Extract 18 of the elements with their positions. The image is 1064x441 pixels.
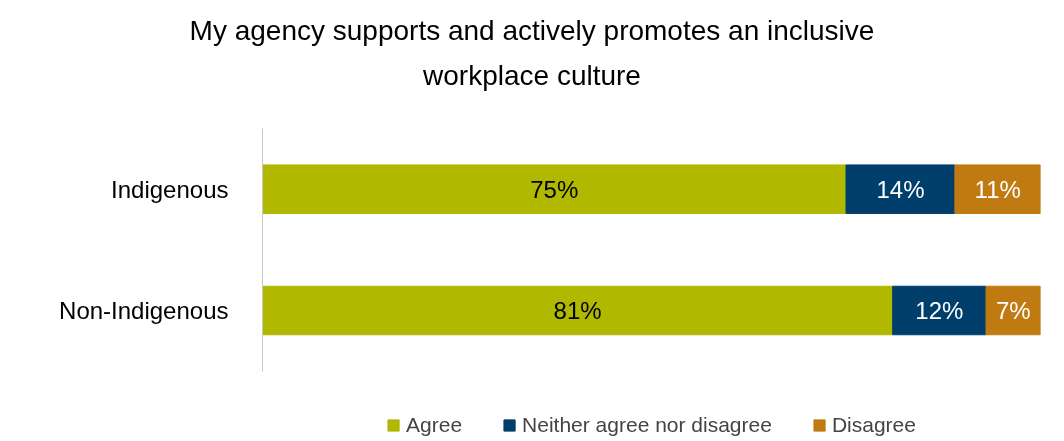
bar bbox=[262, 285, 894, 336]
data-label: 12% bbox=[915, 297, 964, 324]
legend-label: Neither agree nor disagree bbox=[522, 413, 772, 437]
data-label: 14% bbox=[876, 175, 925, 203]
y-tick-label: Non-Indigenous bbox=[59, 297, 229, 324]
legend-label: Disagree bbox=[831, 413, 916, 437]
bar bbox=[845, 164, 956, 214]
bar bbox=[985, 285, 1041, 336]
chart-title: My agency supports and actively promotes an inclusive workplace culture bbox=[189, 14, 875, 93]
legend-label: Agree bbox=[406, 413, 463, 437]
data-label: 7% bbox=[995, 297, 1031, 324]
data-label: 75% bbox=[530, 175, 579, 203]
bar bbox=[954, 164, 1041, 214]
data-label: 11% bbox=[974, 175, 1021, 203]
y-tick-label: Indigenous bbox=[111, 175, 229, 203]
bar bbox=[262, 164, 847, 214]
data-label: 81% bbox=[553, 297, 602, 324]
bar bbox=[892, 285, 987, 336]
